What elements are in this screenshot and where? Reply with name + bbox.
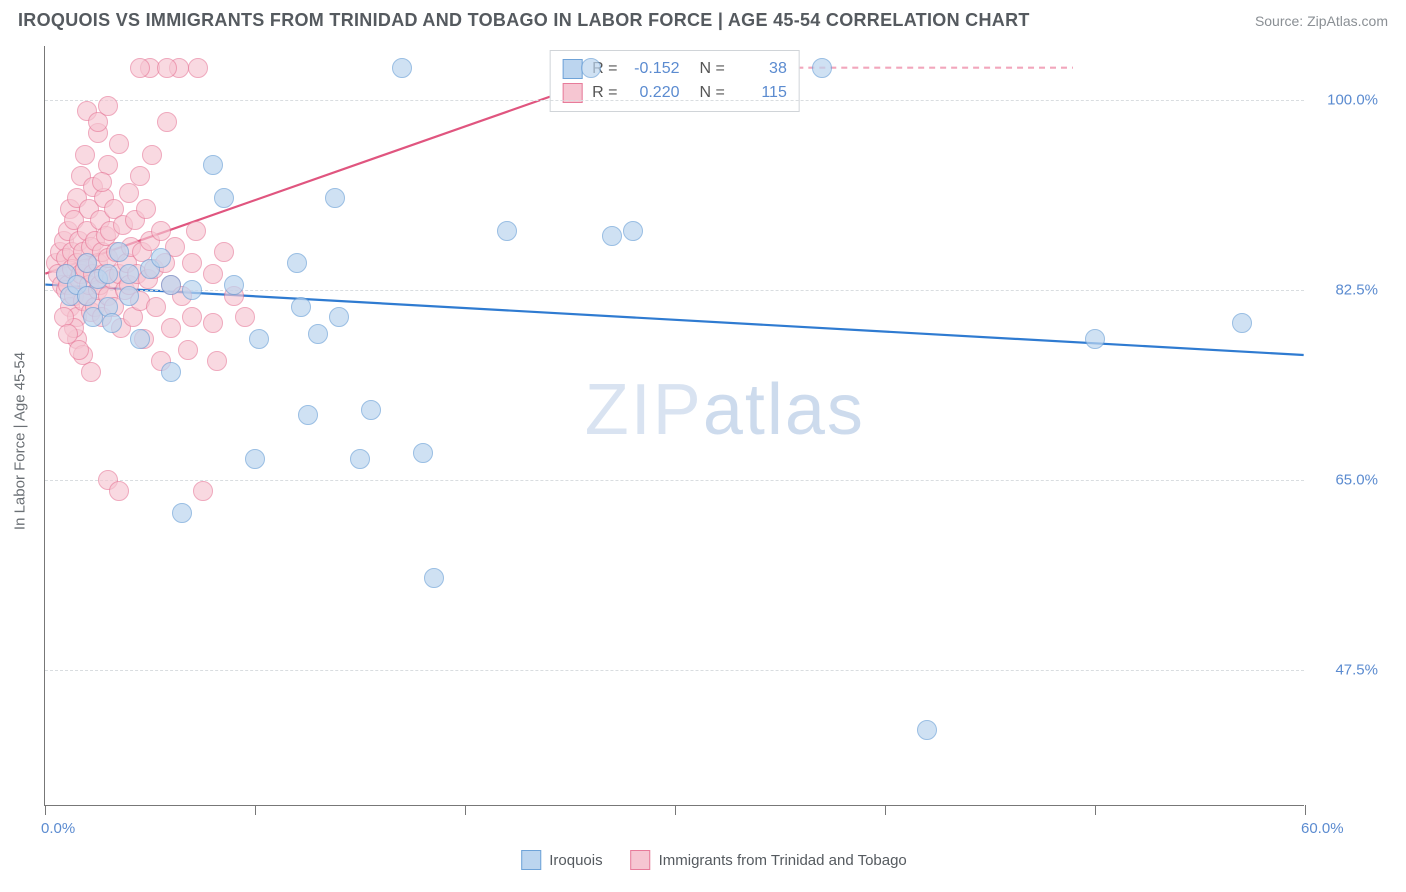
watermark: ZIPatlas [585,369,865,451]
x-tick [45,805,46,815]
x-tick-label: 60.0% [1301,820,1344,837]
data-point [413,443,433,463]
y-axis-label: In Labor Force | Age 45-54 [12,352,29,530]
y-tick-label: 65.0% [1335,472,1378,489]
data-point [161,362,181,382]
n-label: N = [700,60,725,78]
data-point [424,568,444,588]
legend-swatch [631,850,651,870]
y-tick-label: 47.5% [1335,662,1378,679]
legend-label: Immigrants from Trinidad and Tobago [659,852,907,869]
data-point [102,313,122,333]
x-tick [675,805,676,815]
data-point [291,297,311,317]
chart-source: Source: ZipAtlas.com [1255,13,1388,29]
n-value: 38 [735,60,787,78]
data-point [130,58,150,78]
data-point [1232,313,1252,333]
gridline [45,480,1304,481]
trend-lines [45,46,1304,805]
data-point [186,221,206,241]
data-point [109,242,129,262]
chart-header: IROQUOIS VS IMMIGRANTS FROM TRINIDAD AND… [0,0,1406,45]
gridline [45,100,1304,101]
data-point [1085,329,1105,349]
data-point [92,172,112,192]
data-point [75,145,95,165]
data-point [350,449,370,469]
data-point [109,481,129,501]
data-point [329,307,349,327]
data-point [203,264,223,284]
data-point [214,188,234,208]
x-tick [1095,805,1096,815]
data-point [203,313,223,333]
data-point [623,221,643,241]
data-point [497,221,517,241]
legend-item: Iroquois [521,850,602,870]
data-point [287,253,307,273]
data-point [182,253,202,273]
data-point [161,275,181,295]
data-point [146,297,166,317]
x-tick [1305,805,1306,815]
data-point [224,275,244,295]
data-point [812,58,832,78]
data-point [203,155,223,175]
x-tick-label: 0.0% [41,820,75,837]
x-tick [255,805,256,815]
data-point [58,324,78,344]
data-point [157,58,177,78]
data-point [142,145,162,165]
chart-title: IROQUOIS VS IMMIGRANTS FROM TRINIDAD AND… [18,10,1030,31]
data-point [214,242,234,262]
data-point [157,112,177,132]
data-point [178,340,198,360]
legend: Iroquois Immigrants from Trinidad and Tob… [521,850,907,870]
y-tick-label: 100.0% [1327,92,1378,109]
data-point [325,188,345,208]
data-point [119,264,139,284]
plot-region: ZIPatlas R =-0.152N =38R =0.220N =115 47… [44,46,1304,806]
y-tick-label: 82.5% [1335,282,1378,299]
data-point [193,481,213,501]
data-point [151,221,171,241]
data-point [109,134,129,154]
stats-row: R =0.220N =115 [562,81,787,105]
data-point [182,307,202,327]
chart-area: In Labor Force | Age 45-54 ZIPatlas R =-… [44,46,1384,836]
data-point [136,199,156,219]
data-point [602,226,622,246]
data-point [361,400,381,420]
legend-label: Iroquois [549,852,602,869]
legend-item: Immigrants from Trinidad and Tobago [631,850,907,870]
series-swatch [562,59,582,79]
gridline [45,670,1304,671]
data-point [81,362,101,382]
data-point [98,96,118,116]
data-point [119,286,139,306]
data-point [130,329,150,349]
x-tick [465,805,466,815]
data-point [235,307,255,327]
data-point [98,264,118,284]
data-point [188,58,208,78]
x-tick [885,805,886,815]
data-point [249,329,269,349]
data-point [245,449,265,469]
data-point [172,503,192,523]
data-point [308,324,328,344]
data-point [161,318,181,338]
data-point [392,58,412,78]
data-point [130,166,150,186]
data-point [151,248,171,268]
data-point [581,58,601,78]
legend-swatch [521,850,541,870]
data-point [182,280,202,300]
data-point [207,351,227,371]
data-point [917,720,937,740]
data-point [298,405,318,425]
r-value: -0.152 [628,60,680,78]
